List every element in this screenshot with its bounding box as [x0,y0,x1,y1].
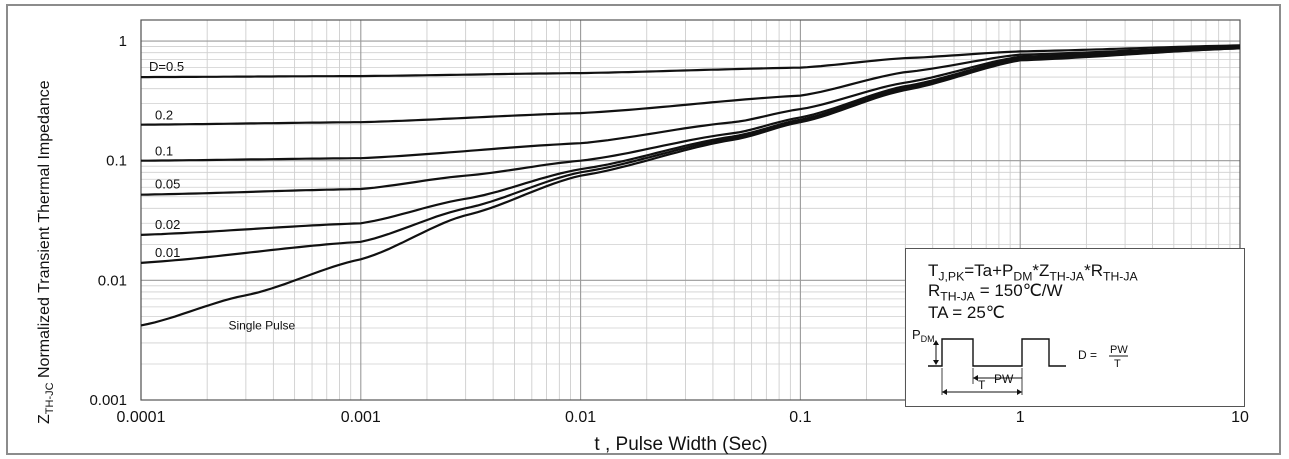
pulse-diagram: PDM PW T D = PW T [912,327,1128,395]
y-tick-label: 1 [119,33,127,50]
annotation-line-2: RTH-JA = 150℃/W [928,281,1063,304]
y-tick-label: 0.1 [106,153,127,170]
x-tick-label: 1 [1016,409,1025,426]
series-label: 0.02 [155,217,180,232]
series-line [141,44,1241,79]
x-axis-label: t , Pulse Width (Sec) [594,434,767,455]
y-tick-label: 0.001 [89,392,127,409]
duty-numerator: PW [1110,344,1128,356]
pdm-sub: DM [921,334,935,344]
series-label: Single Pulse [228,318,295,332]
series-label: 0.2 [155,108,173,123]
pulse-waveform [928,338,1066,367]
annotation-line-1: TJ,PK=Ta+PDM*ZTH-JA*RTH-JA [928,261,1138,284]
duty-eq-label: D = [1078,348,1097,362]
y-axis-label: ZTH-JC Normalized Transient Thermal Impe… [20,48,60,428]
series-line [140,47,1241,327]
series-line [140,45,1241,126]
x-tick-label: 0.1 [789,409,811,426]
x-tick-label: 0.001 [341,409,381,426]
svg-text:PDM: PDM [912,327,935,344]
pdm-label: P [912,327,921,342]
series-label: 0.1 [155,144,173,159]
pw-label: PW [994,372,1014,386]
series-label: 0.05 [155,177,180,192]
series-line [140,47,1241,264]
t-label: T [978,378,986,392]
series-label: D=0.5 [149,59,184,74]
duty-denominator: T [1114,358,1121,370]
x-tick-label: 10 [1231,409,1249,426]
y-axis-label-text: Normalized Transient Thermal Impedance [36,80,53,382]
annotation-line-3: TA = 25℃ [928,303,1005,322]
y-tick-label: 0.01 [98,272,127,289]
annotation-box: TJ,PK=Ta+PDM*ZTH-JA*RTH-JA RTH-JA = 150℃… [905,248,1245,407]
chart-frame: D=0.5 0.2 0.1 0.05 0.02 0.01 Single Pulse 0.00… [6,4,1281,455]
series-label: 0.01 [155,245,180,260]
plot-area-border [140,19,1241,401]
y-axis-label-z: Z [36,414,53,424]
series-line [141,46,1241,162]
x-tick-label: 0.0001 [117,409,166,426]
y-axis-label-sub: TH-JC [44,382,56,414]
svg-text:ZTH-JC Normalized Transient Th: ZTH-JC Normalized Transient Thermal Impe… [36,80,56,424]
x-tick-label: 0.01 [565,409,596,426]
